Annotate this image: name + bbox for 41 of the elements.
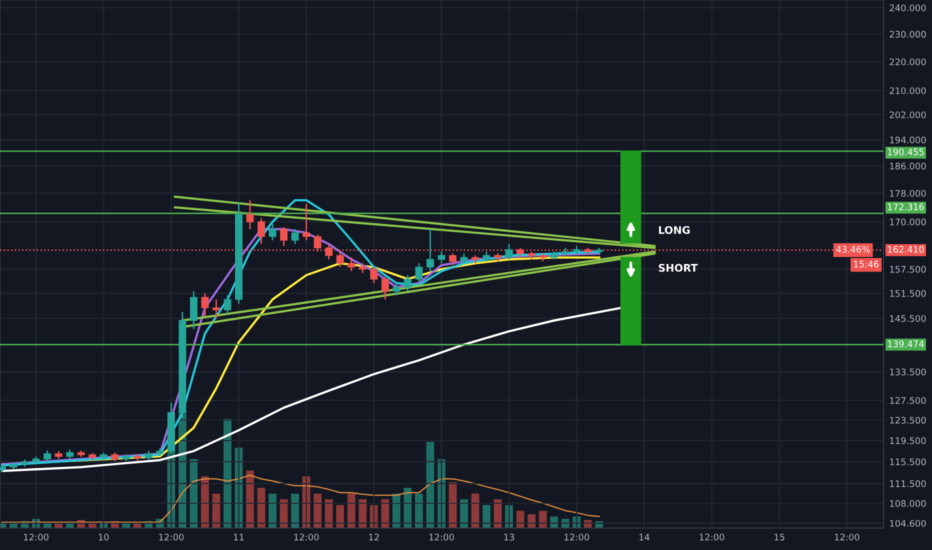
annotation: SHORT	[658, 264, 698, 272]
x-tick-label: 12:00	[834, 534, 860, 541]
y-tick-label: 157.500	[890, 266, 926, 273]
y-tick-label: 194.000	[890, 136, 926, 144]
x-tick-label: 11	[234, 534, 244, 540]
x-tick-label: 12	[369, 534, 379, 540]
y-tick-label: 186.000	[890, 162, 926, 170]
ref-line-label: 190.455	[888, 148, 924, 156]
y-tick-label: 170.000	[890, 218, 926, 226]
x-tick-label: 15	[774, 534, 784, 541]
y-tick-label: 210.000	[890, 87, 926, 94]
y-tick-label: 220.000	[890, 58, 926, 66]
x-tick-label: 12:00	[24, 534, 48, 541]
y-tick-label: 240.000	[890, 4, 926, 12]
x-tick-label: 12:00	[564, 534, 590, 541]
x-tick-label: 12:00	[700, 534, 724, 541]
x-tick-label: 13	[504, 534, 514, 541]
y-tick-label: 202.000	[890, 111, 926, 118]
y-tick-label: 178.000	[890, 190, 926, 197]
x-tick-label: 10	[98, 534, 109, 541]
y-tick-label: 230.000	[890, 30, 926, 38]
y-tick-label: 115.500	[890, 458, 926, 466]
annotation: 15:46	[854, 260, 879, 268]
y-tick-label: 111.500	[890, 480, 926, 488]
x-tick-label: 14	[639, 534, 650, 540]
y-tick-label: 127.500	[890, 397, 926, 404]
y-tick-label: 119.500	[890, 437, 926, 444]
annotation: 43.46%	[836, 246, 870, 253]
annotation: LONG	[659, 226, 690, 234]
x-tick-label: 12:00	[294, 534, 319, 541]
y-tick-label: 104.600	[890, 520, 926, 527]
ref-line-label: 162.410	[888, 246, 924, 253]
ref-line-label: 139.474	[888, 340, 924, 348]
y-tick-label: 133.500	[890, 368, 926, 376]
x-tick-label: 12:00	[429, 534, 454, 541]
y-tick-label: 151.500	[890, 290, 926, 297]
x-tick-label: 12:00	[159, 534, 184, 541]
y-tick-label: 145.500	[890, 315, 926, 322]
y-tick-label: 123.500	[890, 416, 926, 424]
y-tick-label: 108.000	[890, 500, 926, 507]
ref-line-label: 172.316	[888, 203, 924, 210]
